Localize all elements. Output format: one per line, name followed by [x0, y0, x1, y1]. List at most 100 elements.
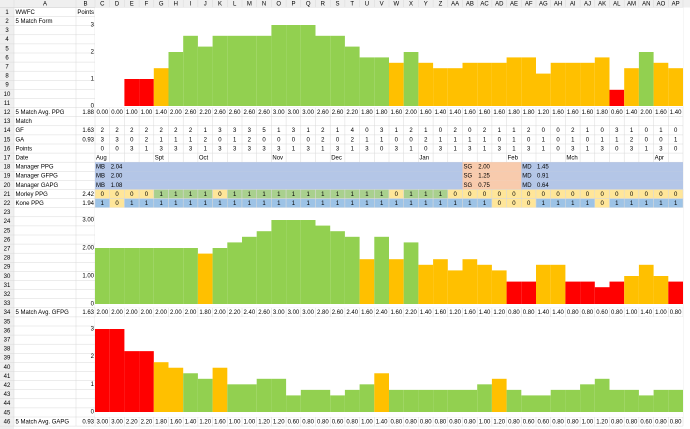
value-label: 2.00: [126, 310, 138, 316]
points-cell: 0: [115, 146, 119, 152]
gf-cell: 2: [453, 128, 457, 134]
value-label: 2.60: [185, 110, 197, 116]
ga-cell: 2: [630, 137, 634, 143]
gf-cell: 1: [586, 128, 590, 134]
column-header: G: [159, 2, 164, 8]
column-header: AF: [525, 2, 533, 8]
value-label: 1.40: [479, 310, 491, 316]
manager-band: [521, 180, 683, 190]
value-label: 1.20: [449, 310, 461, 316]
row-header: 39: [4, 356, 11, 362]
value-label: 2.00: [97, 310, 109, 316]
bar: [242, 236, 257, 304]
bar: [286, 395, 301, 412]
value-label: 2.20: [346, 110, 358, 116]
column-header: I: [190, 2, 192, 8]
bar: [300, 25, 316, 106]
bar: [344, 389, 360, 412]
kone-cell: 1: [468, 201, 472, 207]
gf-cell: 2: [159, 128, 163, 134]
bar: [433, 389, 448, 412]
bar: [374, 373, 389, 412]
value-label: 2.80: [317, 310, 329, 316]
row-header: 2: [5, 19, 9, 25]
ga-cell: 2: [145, 137, 149, 143]
points-cell: 1: [351, 146, 355, 152]
y-tick-label: 1: [91, 382, 95, 388]
ga-cell: 3: [115, 137, 119, 143]
bar: [168, 248, 184, 304]
row-label: GA: [16, 137, 25, 143]
points-cell: 1: [204, 146, 208, 152]
value-label: 2.60: [332, 310, 344, 316]
morley-cell: 1: [380, 192, 384, 198]
value-label: 0.60: [523, 419, 535, 425]
manager-cell: 0.64: [537, 183, 549, 189]
bar: [624, 68, 639, 106]
points-cell: 3: [527, 146, 531, 152]
column-header: W: [394, 2, 400, 8]
row-header: 28: [4, 256, 11, 262]
value-label: 0.80: [626, 419, 638, 425]
value-label: 1.60: [552, 110, 564, 116]
manager-band: [462, 180, 522, 190]
morley-cell: 1: [174, 192, 178, 198]
bar: [168, 367, 184, 412]
value-label: 2.00: [170, 110, 182, 116]
value-label: 0.00: [97, 110, 109, 116]
bar: [521, 395, 536, 412]
points-cell: 1: [453, 146, 457, 152]
value-label: 2.00: [155, 310, 167, 316]
morley-cell: 0: [630, 192, 634, 198]
gf-cell: 2: [571, 128, 575, 134]
bar: [403, 242, 419, 304]
kone-cell: 1: [351, 201, 355, 207]
ga-cell: 0: [130, 137, 134, 143]
bar: [124, 248, 140, 304]
ga-cell: 0: [556, 137, 560, 143]
ga-cell: 2: [248, 137, 252, 143]
bar: [536, 264, 551, 304]
column-header: R: [321, 2, 326, 8]
bar: [315, 35, 331, 106]
row-label: Morley PPG: [16, 192, 49, 198]
gf-cell: 2: [321, 128, 325, 134]
value-label: 3.00: [302, 310, 314, 316]
bar: [580, 384, 595, 412]
morley-cell: 1: [306, 192, 310, 198]
value-label: 1.40: [670, 110, 682, 116]
kone-cell: 1: [439, 201, 443, 207]
bar: [242, 384, 257, 412]
bar: [168, 52, 184, 106]
date-cell: Oct: [199, 156, 209, 162]
kone-cell: 1: [659, 201, 663, 207]
value-label: 1.60: [435, 310, 447, 316]
ga-cell: 1: [233, 137, 237, 143]
column-header: K: [218, 2, 222, 8]
bar: [359, 259, 375, 304]
kone-cell: 1: [483, 201, 487, 207]
row-header: 10: [4, 92, 11, 98]
gf-cell: 1: [424, 128, 428, 134]
ga-cell: 1: [453, 137, 457, 143]
value-label: 2.40: [244, 310, 256, 316]
bar: [624, 276, 639, 304]
ga-cell: 3: [101, 137, 105, 143]
points-cell: 3: [306, 146, 310, 152]
ga-cell: 1: [189, 137, 193, 143]
points-cell: 3: [159, 146, 163, 152]
bar: [139, 351, 154, 412]
kone-cell: 1: [645, 201, 649, 207]
bar: [653, 389, 669, 412]
points-cell: 0: [101, 146, 105, 152]
gf-cell: 1: [204, 128, 208, 134]
value-label: 0.80: [670, 419, 682, 425]
row-header: 21: [4, 192, 11, 198]
value-label: 1.40: [435, 110, 447, 116]
value-label: 2.60: [214, 110, 226, 116]
manager-cell: SG: [464, 183, 473, 189]
column-header: AP: [672, 2, 680, 8]
bar: [477, 62, 492, 106]
row-header: 40: [4, 365, 11, 371]
bar: [374, 236, 389, 304]
